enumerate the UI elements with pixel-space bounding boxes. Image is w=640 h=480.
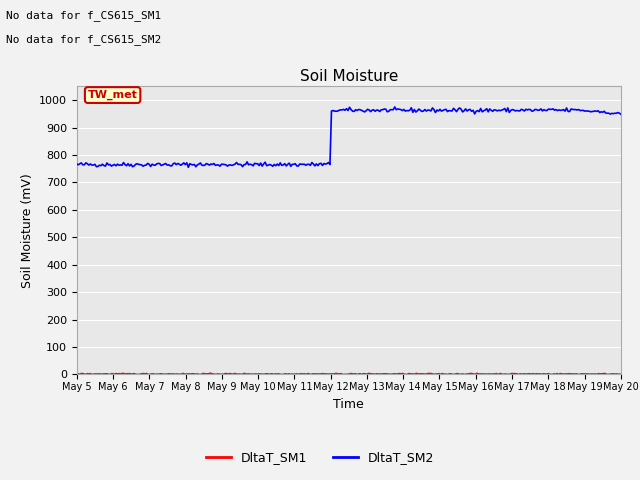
Text: No data for f_CS615_SM2: No data for f_CS615_SM2 xyxy=(6,34,162,45)
Text: TW_met: TW_met xyxy=(88,90,138,100)
Legend: DltaT_SM1, DltaT_SM2: DltaT_SM1, DltaT_SM2 xyxy=(201,446,439,469)
Title: Soil Moisture: Soil Moisture xyxy=(300,69,398,84)
Text: No data for f_CS615_SM1: No data for f_CS615_SM1 xyxy=(6,10,162,21)
X-axis label: Time: Time xyxy=(333,397,364,410)
Y-axis label: Soil Moisture (mV): Soil Moisture (mV) xyxy=(20,173,33,288)
